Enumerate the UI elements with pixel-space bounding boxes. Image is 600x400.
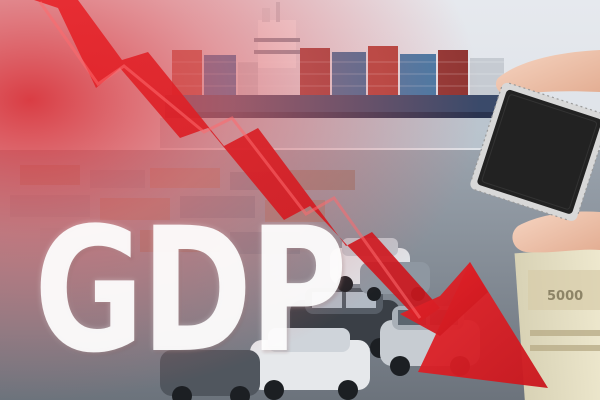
- down-arrow-icon: [34, 0, 548, 388]
- hand-holding-microchip: [470, 50, 600, 253]
- microchip-icon: [470, 82, 600, 222]
- hand-finger: [512, 211, 600, 253]
- hand-thumb: [495, 50, 600, 96]
